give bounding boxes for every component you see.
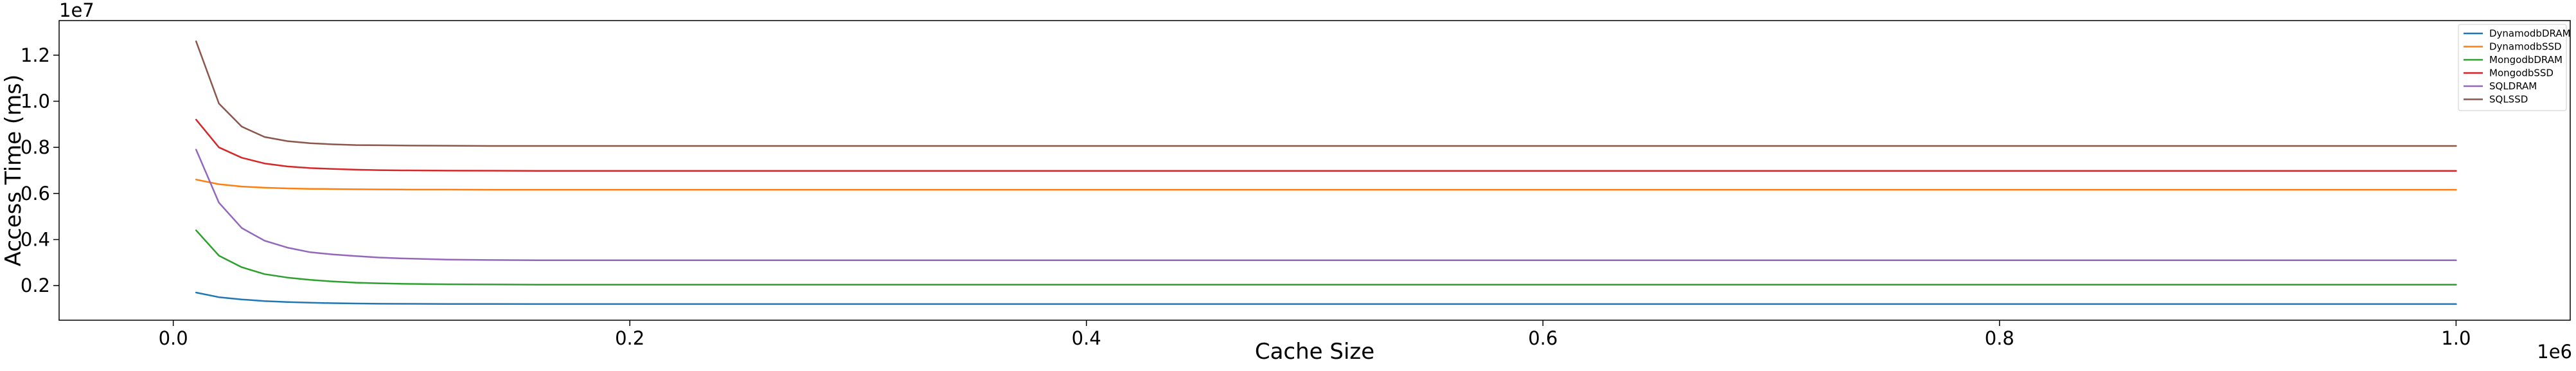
x-tick-label: 0.6 bbox=[1528, 327, 1558, 349]
series-line-dynamodbssd bbox=[195, 179, 2457, 191]
y-tick-label: 1.2 bbox=[21, 44, 50, 66]
y-tick-label: 0.8 bbox=[21, 136, 50, 158]
x-axis-label: Cache Size bbox=[1255, 339, 1374, 365]
x-tick-label: 0.8 bbox=[1985, 327, 2014, 349]
legend-label-dynamodbdram: DynamodbDRAM bbox=[2489, 28, 2571, 39]
y-axis-ticks: 0.2 0.4 0.6 0.8 1.0 1.2 bbox=[21, 44, 59, 296]
legend-box bbox=[2458, 24, 2567, 111]
x-tick-label: 0.4 bbox=[1072, 327, 1101, 349]
legend-label-mongodbdram: MongodbDRAM bbox=[2489, 54, 2563, 66]
series-line-mongodbdram bbox=[195, 229, 2457, 286]
x-tick-label: 1.0 bbox=[2441, 327, 2471, 349]
y-tick-label: 0.6 bbox=[21, 183, 50, 204]
legend-label-sqlssd: SQLSSD bbox=[2489, 94, 2528, 105]
y-axis-offset-label: 1e7 bbox=[59, 0, 94, 21]
series-line-sqlssd bbox=[195, 41, 2457, 147]
y-tick-label: 0.2 bbox=[21, 275, 50, 296]
series-lines bbox=[195, 41, 2457, 305]
x-tick-label: 0.0 bbox=[159, 327, 188, 349]
y-axis-label: Access Time (ms) bbox=[1, 75, 26, 267]
series-line-mongodbssd bbox=[195, 118, 2457, 172]
x-axis-offset-label: 1e6 bbox=[2537, 341, 2572, 363]
x-axis-ticks: 0.0 0.2 0.4 0.6 0.8 1.0 bbox=[159, 320, 2471, 349]
x-tick-label: 0.2 bbox=[615, 327, 644, 349]
y-tick-label: 0.4 bbox=[21, 229, 50, 251]
series-line-sqldram bbox=[195, 149, 2457, 262]
legend-label-dynamodbssd: DynamodbSSD bbox=[2489, 41, 2562, 53]
series-line-dynamodbdram bbox=[195, 291, 2457, 305]
legend-label-mongodbssd: MongodbSSD bbox=[2489, 68, 2554, 79]
legend-label-sqldram: SQLDRAM bbox=[2489, 80, 2537, 92]
y-tick-label: 1.0 bbox=[21, 90, 50, 112]
plot-frame bbox=[58, 20, 2571, 321]
